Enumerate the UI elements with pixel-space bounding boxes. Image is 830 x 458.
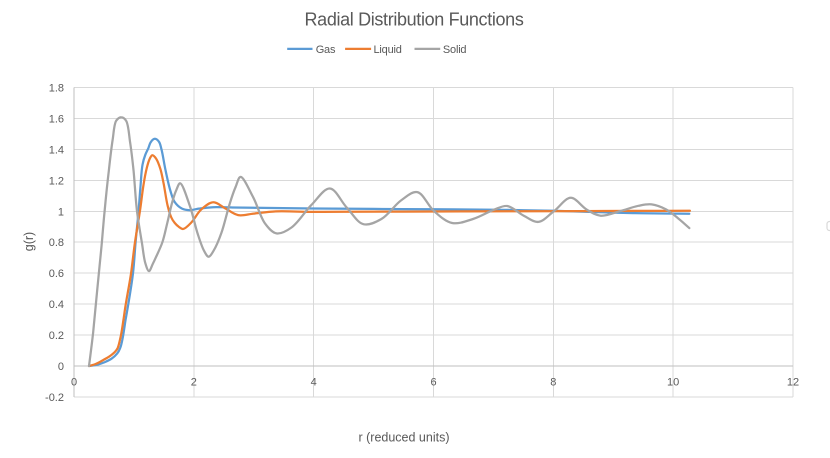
svg-text:0: 0 (58, 361, 64, 373)
svg-text:1.2: 1.2 (49, 175, 64, 187)
svg-text:4: 4 (311, 377, 317, 389)
svg-text:Liquid: Liquid (374, 44, 402, 56)
svg-text:Solid: Solid (443, 44, 467, 56)
svg-text:1.8: 1.8 (49, 82, 64, 94)
svg-text:0.6: 0.6 (49, 268, 64, 280)
svg-text:r (reduced units): r (reduced units) (358, 431, 449, 445)
svg-text:1.4: 1.4 (49, 144, 64, 156)
svg-text:10: 10 (667, 377, 679, 389)
svg-text:0.2: 0.2 (49, 330, 64, 342)
svg-text:Gas: Gas (316, 44, 336, 56)
svg-text:6: 6 (430, 377, 436, 389)
svg-text:0.4: 0.4 (49, 299, 64, 311)
svg-text:0.8: 0.8 (49, 237, 64, 249)
svg-text:Radial Distribution Functions: Radial Distribution Functions (305, 10, 524, 30)
svg-text:12: 12 (787, 377, 799, 389)
svg-text:g(r): g(r) (22, 232, 36, 251)
svg-text:1.6: 1.6 (49, 113, 64, 125)
svg-text:8: 8 (550, 377, 556, 389)
svg-text:-0.2: -0.2 (45, 392, 64, 404)
svg-text:0: 0 (71, 377, 77, 389)
svg-text:2: 2 (191, 377, 197, 389)
svg-text:1: 1 (58, 206, 64, 218)
